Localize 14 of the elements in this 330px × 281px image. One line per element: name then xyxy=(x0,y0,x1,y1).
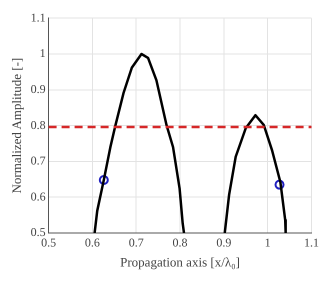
y-tick-label: 0.6 xyxy=(30,189,46,204)
x-tick-label: 1 xyxy=(264,235,271,250)
x-tick-label: 1.1 xyxy=(304,235,319,250)
y-tick-label: 1 xyxy=(40,46,46,60)
y-tick-label: 0.7 xyxy=(30,154,46,168)
x-axis-title: Propagation axis [x/λ₀] xyxy=(120,254,240,270)
y-tick-label: 0.8 xyxy=(30,118,46,132)
x-tick-label: 0.6 xyxy=(84,235,100,250)
x-tick-label: 0.8 xyxy=(172,235,188,250)
y-tick-label: 0.9 xyxy=(30,82,46,96)
y-axis-title: Normalized Amplitude [-] xyxy=(9,58,24,194)
x-tick-label: 0.7 xyxy=(128,235,144,250)
x-tick-label: 0.9 xyxy=(216,235,232,250)
y-tick-label: 1.1 xyxy=(30,10,46,24)
